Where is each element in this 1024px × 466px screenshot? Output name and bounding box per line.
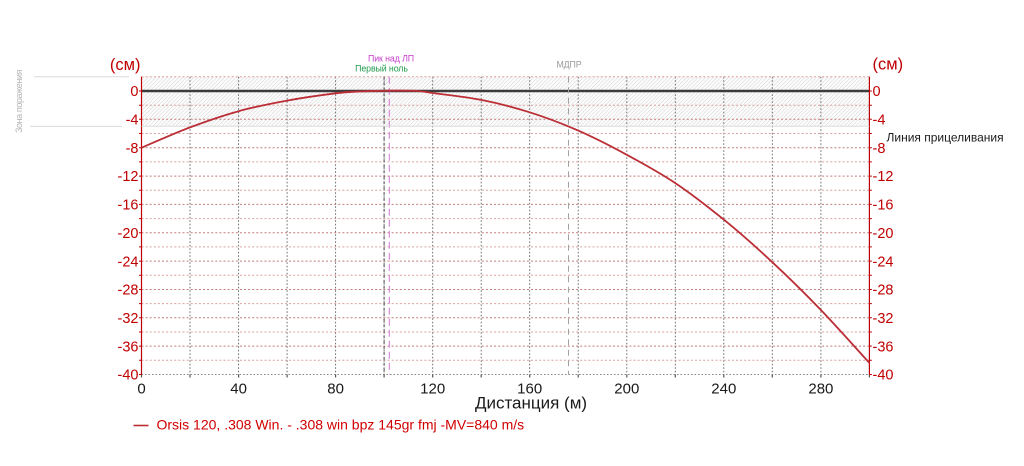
svg-text:200: 200 [614,381,639,398]
svg-text:-32: -32 [873,311,894,327]
svg-text:МДПР: МДПР [556,59,581,69]
svg-text:-12: -12 [118,169,139,185]
svg-text:0: 0 [137,381,145,398]
svg-text:-32: -32 [118,311,139,327]
svg-text:Первый ноль: Первый ноль [355,63,408,73]
svg-text:-8: -8 [873,141,886,157]
svg-text:-28: -28 [873,283,894,299]
svg-text:120: 120 [420,381,445,398]
svg-text:-36: -36 [118,339,139,355]
svg-text:-40: -40 [873,368,894,384]
svg-text:-8: -8 [126,141,139,157]
svg-text:-12: -12 [873,169,894,185]
svg-text:(см): (см) [873,56,904,74]
svg-text:Линия прицеливания: Линия прицеливания [887,131,1004,145]
svg-text:-4: -4 [126,113,139,129]
svg-text:0: 0 [130,84,138,100]
svg-text:-16: -16 [873,198,894,214]
svg-text:240: 240 [711,381,736,398]
svg-text:0: 0 [873,84,881,100]
svg-text:-36: -36 [873,339,894,355]
svg-text:-28: -28 [118,283,139,299]
svg-text:Orsis 120, .308 Win. - .308 wi: Orsis 120, .308 Win. - .308 win bpz 145g… [157,417,525,433]
svg-text:(см): (см) [110,56,141,74]
svg-text:40: 40 [230,381,247,398]
svg-text:Пик над ЛП: Пик над ЛП [368,53,414,63]
svg-text:80: 80 [327,381,344,398]
svg-text:-20: -20 [118,226,139,242]
svg-text:Дистанция (м): Дистанция (м) [475,394,587,413]
svg-text:-40: -40 [118,368,139,384]
svg-text:160: 160 [517,381,542,398]
svg-text:-20: -20 [873,226,894,242]
svg-text:Зона поражения: Зона поражения [14,69,24,133]
svg-text:-24: -24 [118,254,139,270]
svg-text:-16: -16 [118,198,139,214]
svg-text:-4: -4 [873,113,886,129]
svg-text:-24: -24 [873,254,894,270]
svg-text:280: 280 [808,381,833,398]
